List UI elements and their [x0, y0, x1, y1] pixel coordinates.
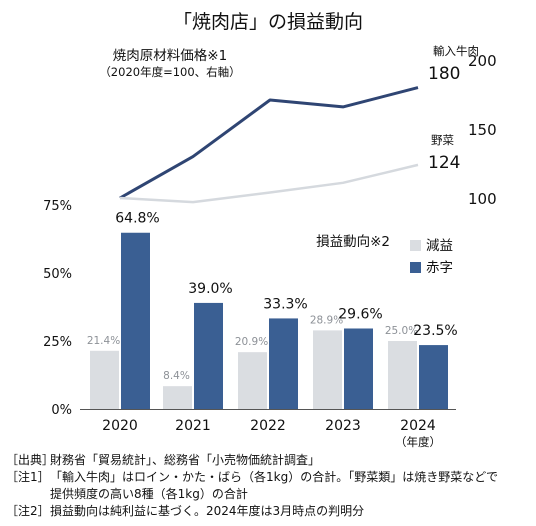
line-y-tick-label: 150	[468, 121, 497, 139]
bar-deficit	[269, 318, 298, 409]
bar-series	[90, 232, 448, 409]
bar-decline	[388, 341, 417, 409]
line-y-axis: 100 150 200	[468, 52, 497, 208]
x-tick-label: 2024	[400, 418, 436, 434]
note-text: 財務省「貿易統計」、総務省「小売物価統計調査」	[50, 453, 321, 467]
note-tag: ［注2］	[6, 504, 50, 518]
series-name-vegetables: 野菜	[431, 133, 454, 147]
footnotes: ［出典］財務省「貿易統計」、総務省「小売物価統計調査」 ［注1］「輸入牛肉」はロ…	[6, 452, 532, 520]
bar-decline	[163, 386, 192, 409]
legend-label-deficit: 赤字	[426, 260, 453, 276]
bar-y-tick-label: 25%	[43, 335, 72, 350]
line-chart-title: 焼肉原材料価格※1	[113, 48, 227, 64]
note-tag: ［注1］	[6, 470, 50, 484]
x-tick-label: 2021	[175, 418, 211, 434]
line-series	[119, 86, 419, 204]
bar-deficit	[419, 345, 448, 409]
note-1-continued: 提供頻度の高い8種（各1kg）の合計	[6, 486, 532, 503]
bar-deficit	[344, 328, 373, 409]
bar-y-axis: 0% 25% 50% 75%	[43, 199, 72, 418]
bar-chart-title: 損益動向※2	[316, 234, 390, 250]
note-1: ［注1］「輸入牛肉」はロイン・かた・ばら（各1kg）の合計。「野菜類」は焼き野菜…	[6, 469, 532, 486]
x-axis-unit-label: （年度）	[395, 435, 441, 449]
line-y-tick-label: 100	[468, 190, 497, 208]
note-source: ［出典］財務省「貿易統計」、総務省「小売物価統計調査」	[6, 452, 532, 469]
legend-swatch-decline	[410, 240, 421, 251]
bar-deficit	[194, 302, 223, 409]
note-tag: ［出典］	[6, 453, 55, 467]
bar-label-decline: 20.9%	[235, 336, 268, 348]
bar-label-decline: 28.9%	[310, 314, 343, 326]
bar-label-decline: 8.4%	[163, 370, 190, 382]
series-end-value-imported-beef: 180	[428, 64, 460, 84]
line-series-labels: 輸入牛肉 180 野菜 124	[428, 44, 479, 173]
note-2: ［注2］損益動向は純利益に基づく。2024年度は3月時点の判明分	[6, 503, 532, 520]
series-end-value-vegetables: 124	[428, 153, 460, 173]
legend-label-decline: 減益	[426, 237, 453, 254]
line-vegetables	[119, 163, 419, 204]
bar-label-deficit: 23.5%	[413, 323, 457, 339]
bar-label-deficit: 64.8%	[115, 211, 159, 227]
main-title: 「焼肉店」の損益動向	[173, 11, 363, 33]
bar-label-deficit: 39.0%	[188, 281, 232, 297]
legend-swatch-deficit	[410, 262, 421, 273]
note-text: 「輸入牛肉」はロイン・かた・ばら（各1kg）の合計。「野菜類」は焼き野菜などで	[50, 470, 498, 484]
bar-decline	[313, 330, 342, 409]
x-tick-label: 2023	[325, 418, 361, 434]
bar-y-tick-label: 0%	[51, 403, 72, 418]
note-text: 損益動向は純利益に基づく。2024年度は3月時点の判明分	[50, 504, 365, 518]
bar-y-tick-label: 75%	[43, 199, 72, 214]
note-text: 提供頻度の高い8種（各1kg）の合計	[50, 487, 248, 501]
bar-deficit	[121, 232, 150, 409]
bar-label-decline: 21.4%	[87, 335, 120, 347]
x-axis-labels: 2020 2021 2022 2023 2024（年度）	[102, 418, 441, 449]
series-name-imported-beef: 輸入牛肉	[433, 44, 479, 58]
line-y-tick-label: 200	[468, 52, 497, 70]
bar-label-deficit: 29.6%	[338, 306, 382, 322]
bar-label-decline: 25.0%	[385, 325, 418, 337]
chart-canvas: 「焼肉店」の損益動向 焼肉原材料価格※1 （2020年度=100、右軸） 損益動…	[43, 11, 497, 449]
bar-decline	[238, 352, 267, 409]
x-tick-label: 2022	[250, 418, 286, 434]
bar-data-labels: 21.4%64.8%8.4%39.0%20.9%33.3%28.9%29.6%2…	[87, 211, 458, 382]
bar-y-tick-label: 50%	[43, 267, 72, 282]
bar-label-deficit: 33.3%	[263, 296, 307, 312]
line-imported-beef	[119, 86, 419, 200]
x-tick-label: 2020	[102, 418, 138, 434]
line-chart-subtitle: （2020年度=100、右軸）	[99, 65, 240, 79]
bar-decline	[90, 350, 119, 409]
